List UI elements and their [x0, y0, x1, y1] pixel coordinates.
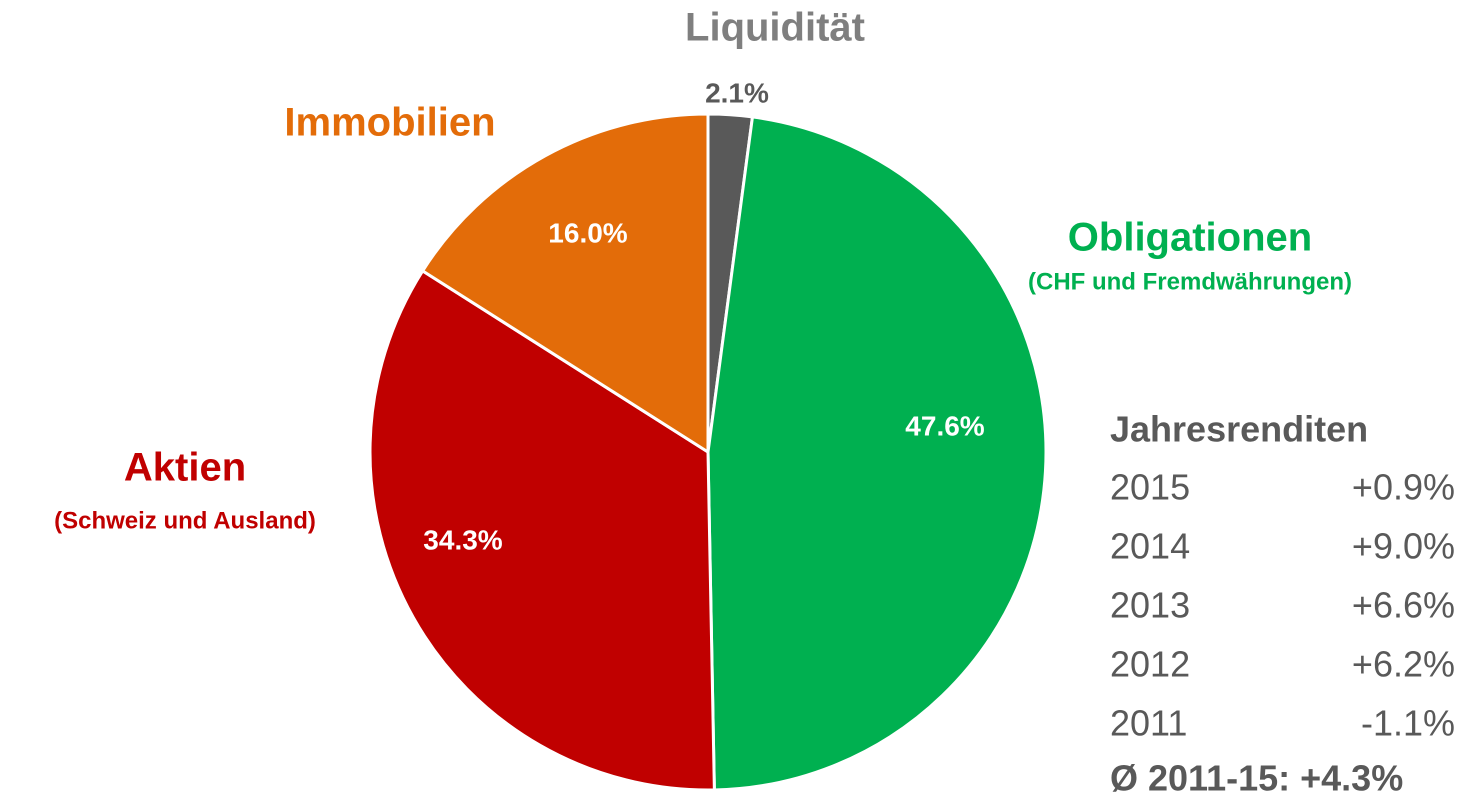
value-label: 34.3%: [423, 524, 502, 555]
pie-slice: [368, 268, 716, 792]
returns-year: 2015: [1110, 467, 1190, 508]
category-label: Liquidität: [685, 6, 865, 50]
category-label: Immobilien: [284, 101, 495, 145]
category-label: Aktien: [124, 446, 246, 490]
category-note: (Schweiz und Ausland): [54, 507, 316, 534]
returns-year: 2014: [1110, 526, 1190, 567]
returns-value: +0.9%: [1352, 467, 1455, 508]
value-label: 47.6%: [905, 410, 984, 441]
returns-year: 2012: [1110, 644, 1190, 685]
returns-value: +9.0%: [1352, 526, 1455, 567]
returns-summary: Ø 2011-15: +4.3%: [1110, 758, 1403, 796]
value-label: 16.0%: [548, 217, 627, 248]
returns-title: Jahresrenditen: [1110, 409, 1368, 450]
pie-slice: [706, 115, 1048, 792]
returns-value: -1.1%: [1361, 703, 1455, 744]
returns-year: 2013: [1110, 585, 1190, 626]
returns-value: +6.6%: [1352, 585, 1455, 626]
category-label: Obligationen: [1068, 216, 1312, 260]
returns-year: 2011: [1110, 703, 1187, 744]
value-label: 2.1%: [705, 77, 769, 108]
category-note: (CHF und Fremdwährungen): [1028, 268, 1352, 295]
pie-slice: [420, 112, 710, 455]
returns-value: +6.2%: [1352, 644, 1455, 685]
